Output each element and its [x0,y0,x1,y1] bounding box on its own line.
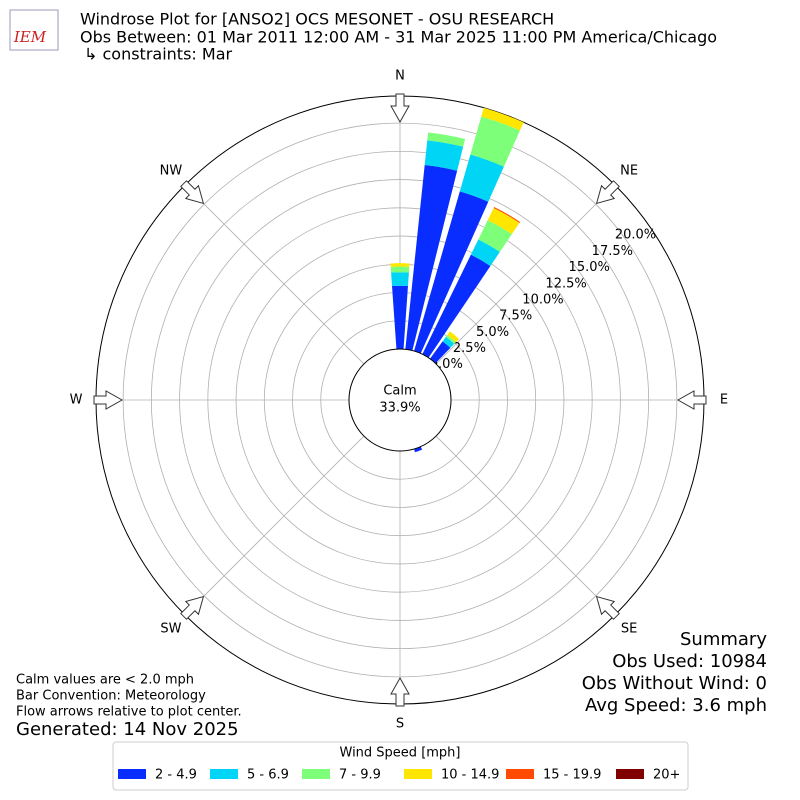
compass-label: W [70,393,83,408]
note: Bar Convention: Meteorology [16,689,206,704]
legend-label: 20+ [653,768,680,783]
bar-segment [414,446,423,453]
bar-segment [459,154,504,202]
legend-label: 5 - 6.9 [247,768,289,783]
r-tick-label: 2.5% [453,341,486,356]
bar-segment [422,254,491,358]
grid-ring [235,235,565,565]
legend-swatch [210,769,238,779]
bar-segment [447,331,459,343]
summary: Summary [680,629,767,650]
compass-label: SW [160,622,181,637]
flow-arrow [180,595,205,620]
bar-segment [391,272,409,287]
legend-label: 2 - 4.9 [155,768,197,783]
compass-label: E [720,393,728,408]
note: Flow arrows relative to plot center. [16,705,242,720]
flow-arrow [93,390,124,410]
flow-arrow [595,180,620,205]
flow-arrow [676,390,707,410]
bar-segment [429,341,451,364]
bar-segment [470,239,500,266]
grid-ring [122,122,678,678]
calm-value: 33.9% [379,401,420,416]
r-tick-label: 12.5% [545,276,586,291]
bar-segment [493,206,521,223]
summary: Obs Without Wind: 0 [582,673,767,694]
bar-segment [414,191,489,354]
r-tick-label: 17.5% [592,244,633,259]
bar-segment [478,220,512,252]
flow-arrow [180,180,205,205]
grid-ring [150,150,650,650]
compass-label: S [396,717,404,732]
r-tick-label: 15.0% [569,260,610,275]
bar-segment [445,334,456,344]
bar-segment [390,266,410,273]
bar-segment [481,107,524,131]
legend-swatch [404,769,432,779]
compass-label: NW [160,163,183,178]
flow-arrow [595,595,620,620]
summary: Avg Speed: 3.6 mph [585,695,767,716]
r-tick-label: 7.5% [499,309,532,324]
spoke [184,435,365,616]
title: Obs Between: 01 Mar 2011 12:00 AM - 31 M… [80,28,717,47]
legend-label: 15 - 19.9 [543,768,601,783]
spoke [435,184,616,365]
summary: Obs Used: 10984 [612,651,767,672]
grid-ring [179,179,621,621]
generated: Generated: 14 Nov 2025 [16,719,239,740]
bar-segment [424,140,464,171]
bar-segment [442,336,455,348]
flow-arrow [390,93,410,124]
legend-swatch [118,769,146,779]
r-tick-label: 5.0% [476,325,509,340]
note: Calm values are < 2.0 mph [16,673,194,688]
bar-segment [470,116,520,167]
title: Windrose Plot for [ANSO2] OCS MESONET - … [80,10,554,29]
legend-swatch [302,769,330,779]
r-tick-label: 10.0% [522,292,563,307]
logo-box [9,9,59,51]
legend-swatch [616,769,644,779]
bar-segment [390,263,410,267]
compass-label: NE [620,163,638,178]
logo: IEM [13,28,47,46]
bar-segment [392,285,408,350]
legend-swatch [506,769,534,779]
bar-segment [487,207,520,235]
legend-box [112,741,689,791]
compass-label: N [395,69,405,84]
calm-label: Calm [383,384,416,399]
bar-segment [427,132,466,147]
flow-arrow [390,676,410,707]
legend-label: 7 - 9.9 [339,768,381,783]
spoke [435,435,616,616]
r-tick-label: 20.0% [615,228,656,243]
legend-title: Wind Speed [mph] [340,746,461,761]
title: ↳ constraints: Mar [84,45,232,64]
compass-label: SE [621,622,637,637]
grid-ring [207,207,593,593]
calm-circle [348,348,452,452]
spoke [184,184,365,365]
legend-label: 10 - 14.9 [441,768,499,783]
bar-segment [405,165,458,351]
